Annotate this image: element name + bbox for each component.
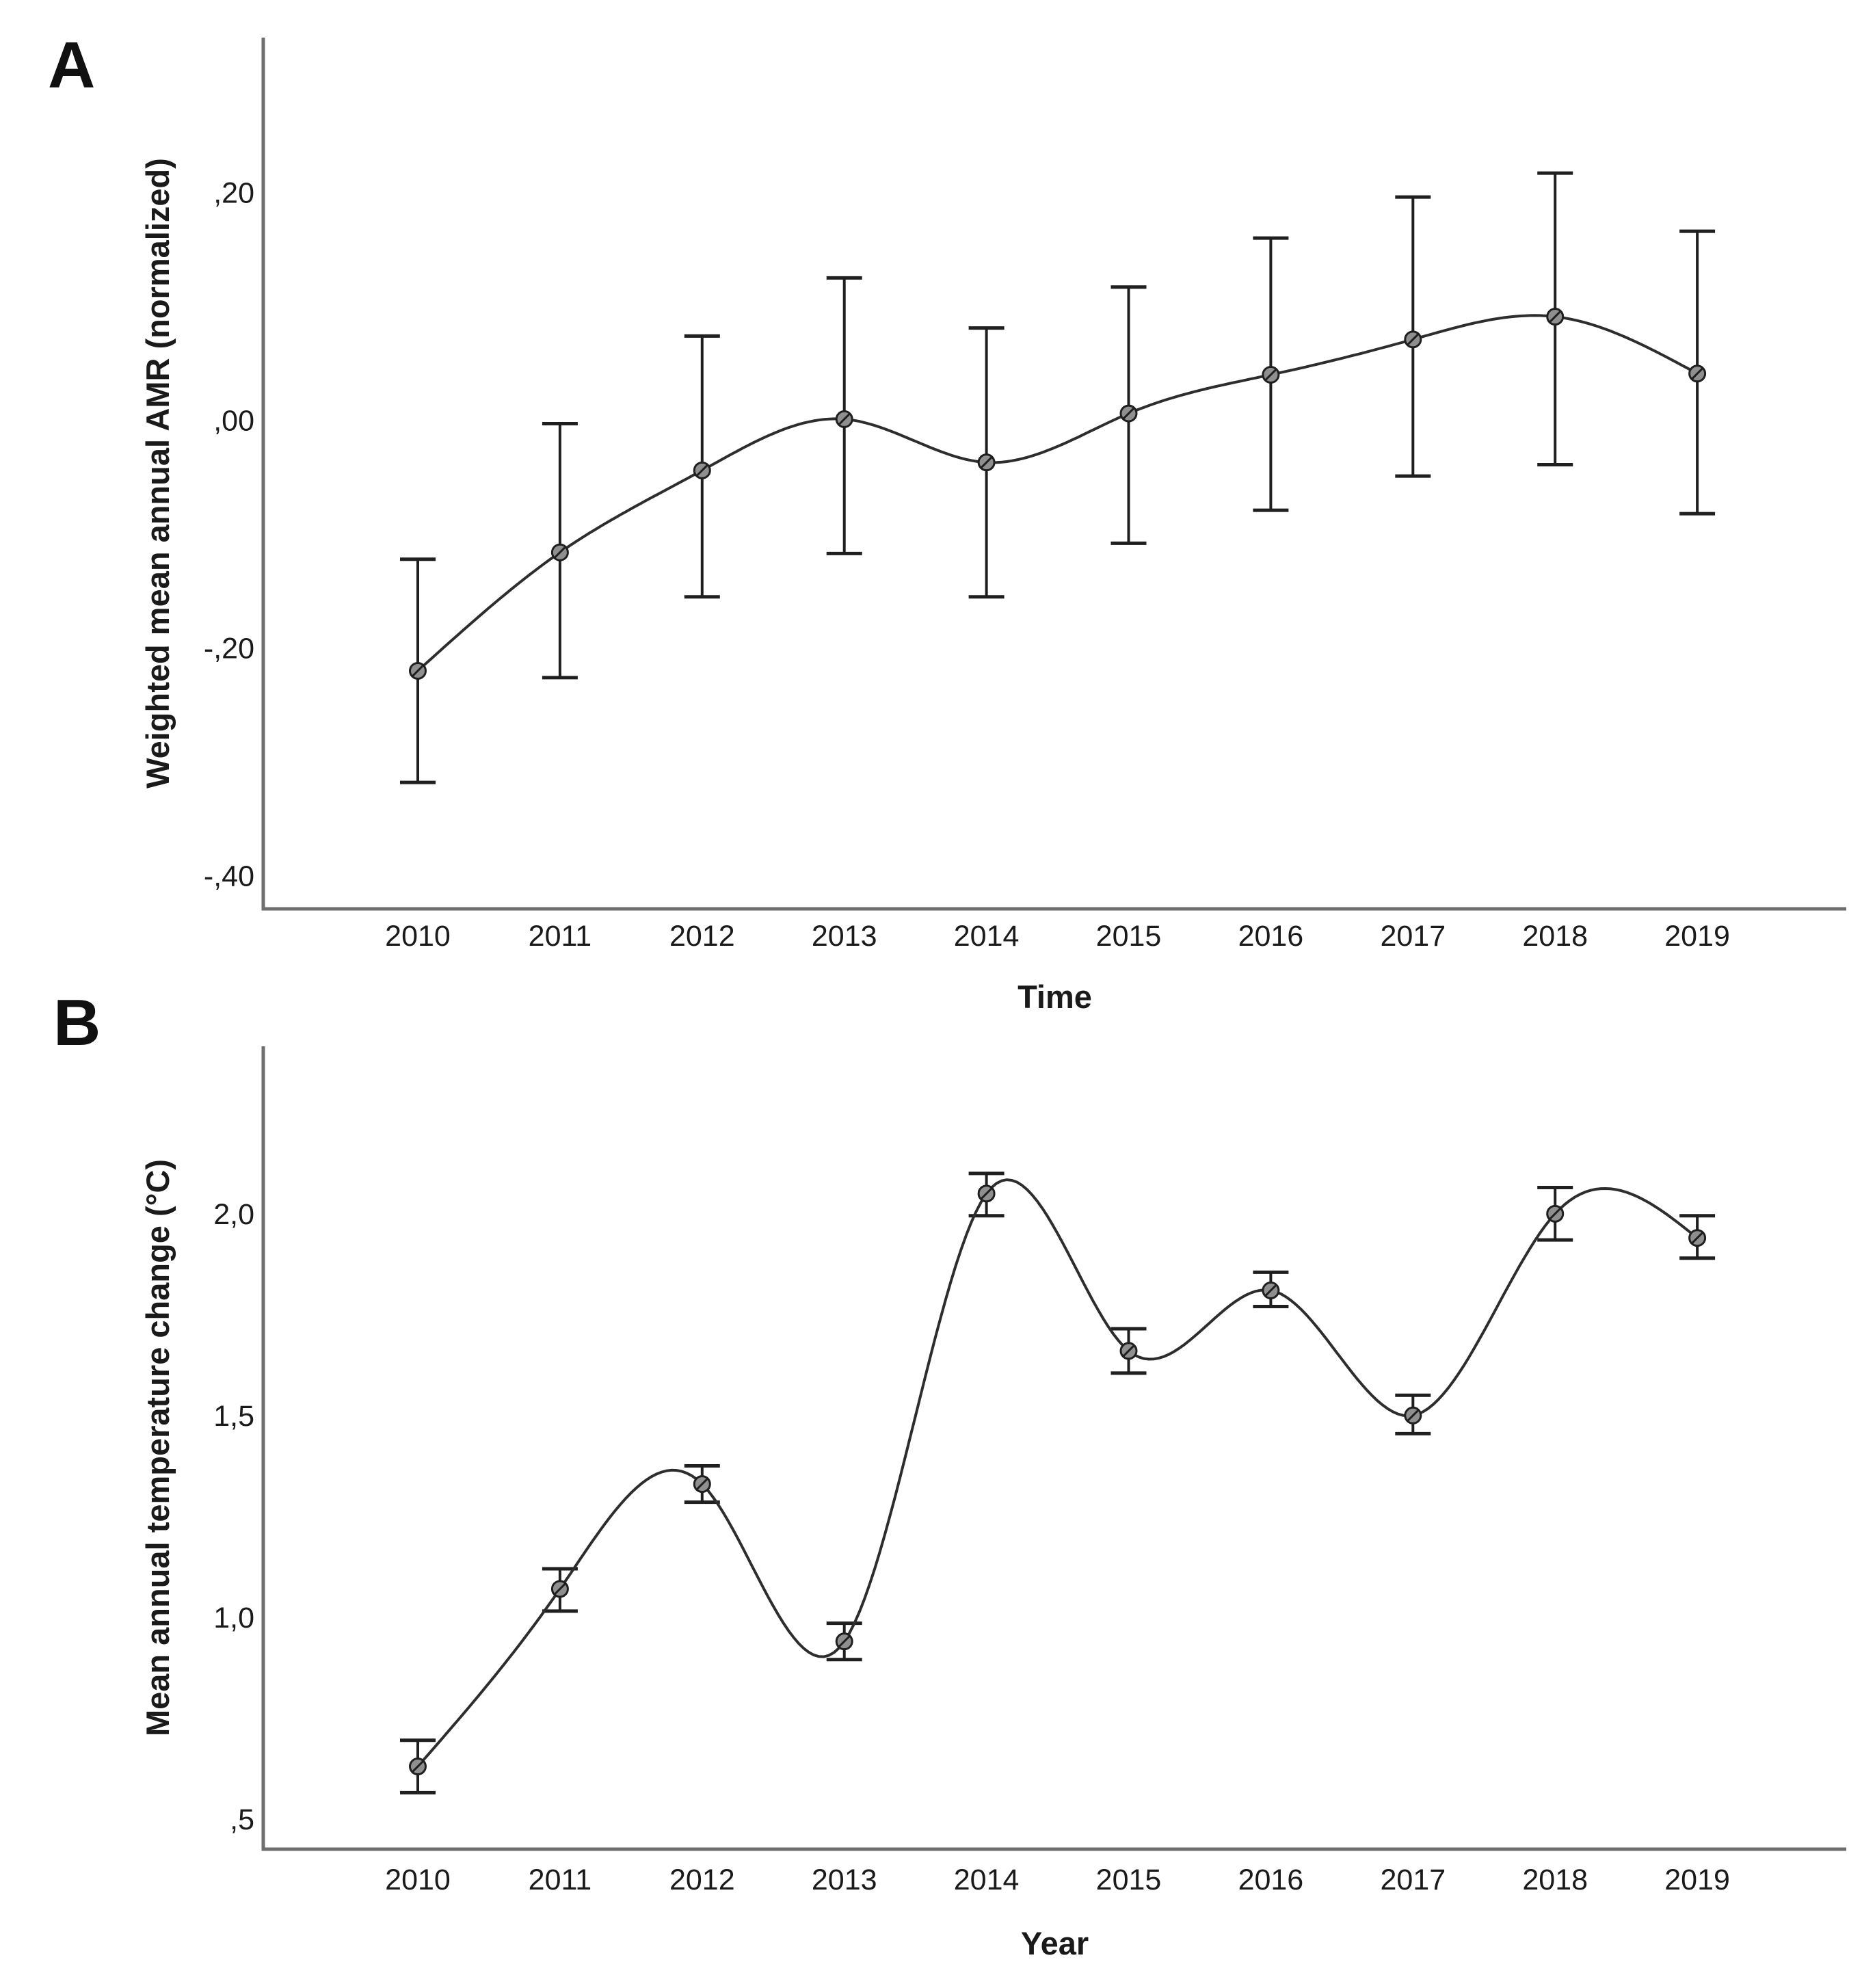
x-tick-label: 2014 [954,1864,1020,1896]
data-point-2018 [1546,308,1565,326]
x-tick-label: 2018 [1522,920,1588,953]
y-axis-title: Mean annual temperature change (°C) [139,1159,176,1736]
y-tick-label: 2,0 [213,1198,254,1231]
axis-frame [261,1046,1846,1851]
data-point-2014 [977,1184,996,1203]
x-tick-label: 2015 [1096,1864,1162,1896]
data-point-2013 [835,1632,853,1651]
panel-b-label: B [53,986,101,1059]
x-axis-tick-labels: 2010 2011 2012 2013 2014 2015 2016 2017 2018 2019 [385,920,1730,953]
x-tick-label: 2015 [1096,920,1162,953]
x-tick-label: 2019 [1664,920,1730,953]
y-tick-label: 1,0 [213,1602,254,1634]
x-tick-label: 2012 [669,920,735,953]
data-point-2015 [1119,1342,1138,1360]
x-tick-label: 2011 [529,1864,591,1896]
x-tick-label: 2011 [529,920,591,953]
x-tick-label: 2010 [385,920,451,953]
trend-curve [416,314,1699,672]
y-tick-label: ,00 [213,405,254,438]
data-point-2012 [693,461,711,479]
y-tick-label: ,5 [230,1803,254,1836]
data-point-2017 [1404,330,1422,349]
data-point-2017 [1404,1406,1422,1424]
data-point-2013 [835,410,853,428]
x-axis-title: Time [1018,979,1092,1015]
x-tick-label: 2018 [1522,1864,1588,1896]
x-tick-label: 2013 [812,1864,877,1896]
y-tick-label: 1,5 [213,1400,254,1433]
x-tick-label: 2016 [1238,1864,1304,1896]
y-axis-tick-labels: ,20 ,00 -,20 -,40 [204,176,254,892]
panel-a-label: A [48,29,96,102]
x-tick-label: 2016 [1238,920,1304,953]
data-point-2018 [1546,1204,1565,1223]
x-tick-label: 2017 [1380,1864,1446,1896]
x-tick-label: 2014 [954,920,1020,953]
data-point-2015 [1119,404,1138,423]
x-axis-tick-labels: 2010 2011 2012 2013 2014 2015 2016 2017 2018 2019 [385,1864,1730,1896]
data-point-2016 [1262,1281,1280,1299]
data-point-2012 [693,1475,711,1494]
y-axis-tick-labels: 2,0 1,5 1,0 ,5 [213,1198,254,1836]
data-points [409,308,1707,680]
x-tick-label: 2010 [385,1864,451,1896]
error-bars [400,171,1716,784]
data-point-2011 [550,1580,569,1598]
x-tick-label: 2012 [669,1864,735,1896]
axis-frame [261,38,1846,911]
x-axis-title: Year [1021,1925,1089,1961]
data-point-2010 [409,1758,427,1776]
data-points [409,1184,1707,1776]
y-tick-label: -,20 [204,633,254,665]
y-axis-title: Weighted mean annual AMR (normalized) [139,158,176,788]
data-point-2019 [1688,1229,1707,1247]
data-point-2010 [409,661,427,680]
x-tick-label: 2017 [1380,920,1446,953]
x-tick-label: 2019 [1664,1864,1730,1896]
data-point-2019 [1688,365,1707,383]
data-point-2014 [977,453,996,472]
y-tick-label: -,40 [204,860,254,893]
x-tick-label: 2013 [812,920,877,953]
data-point-2016 [1262,365,1280,384]
trend-curve [416,1178,1699,1768]
data-point-2011 [550,543,569,561]
y-tick-label: ,20 [213,176,254,209]
